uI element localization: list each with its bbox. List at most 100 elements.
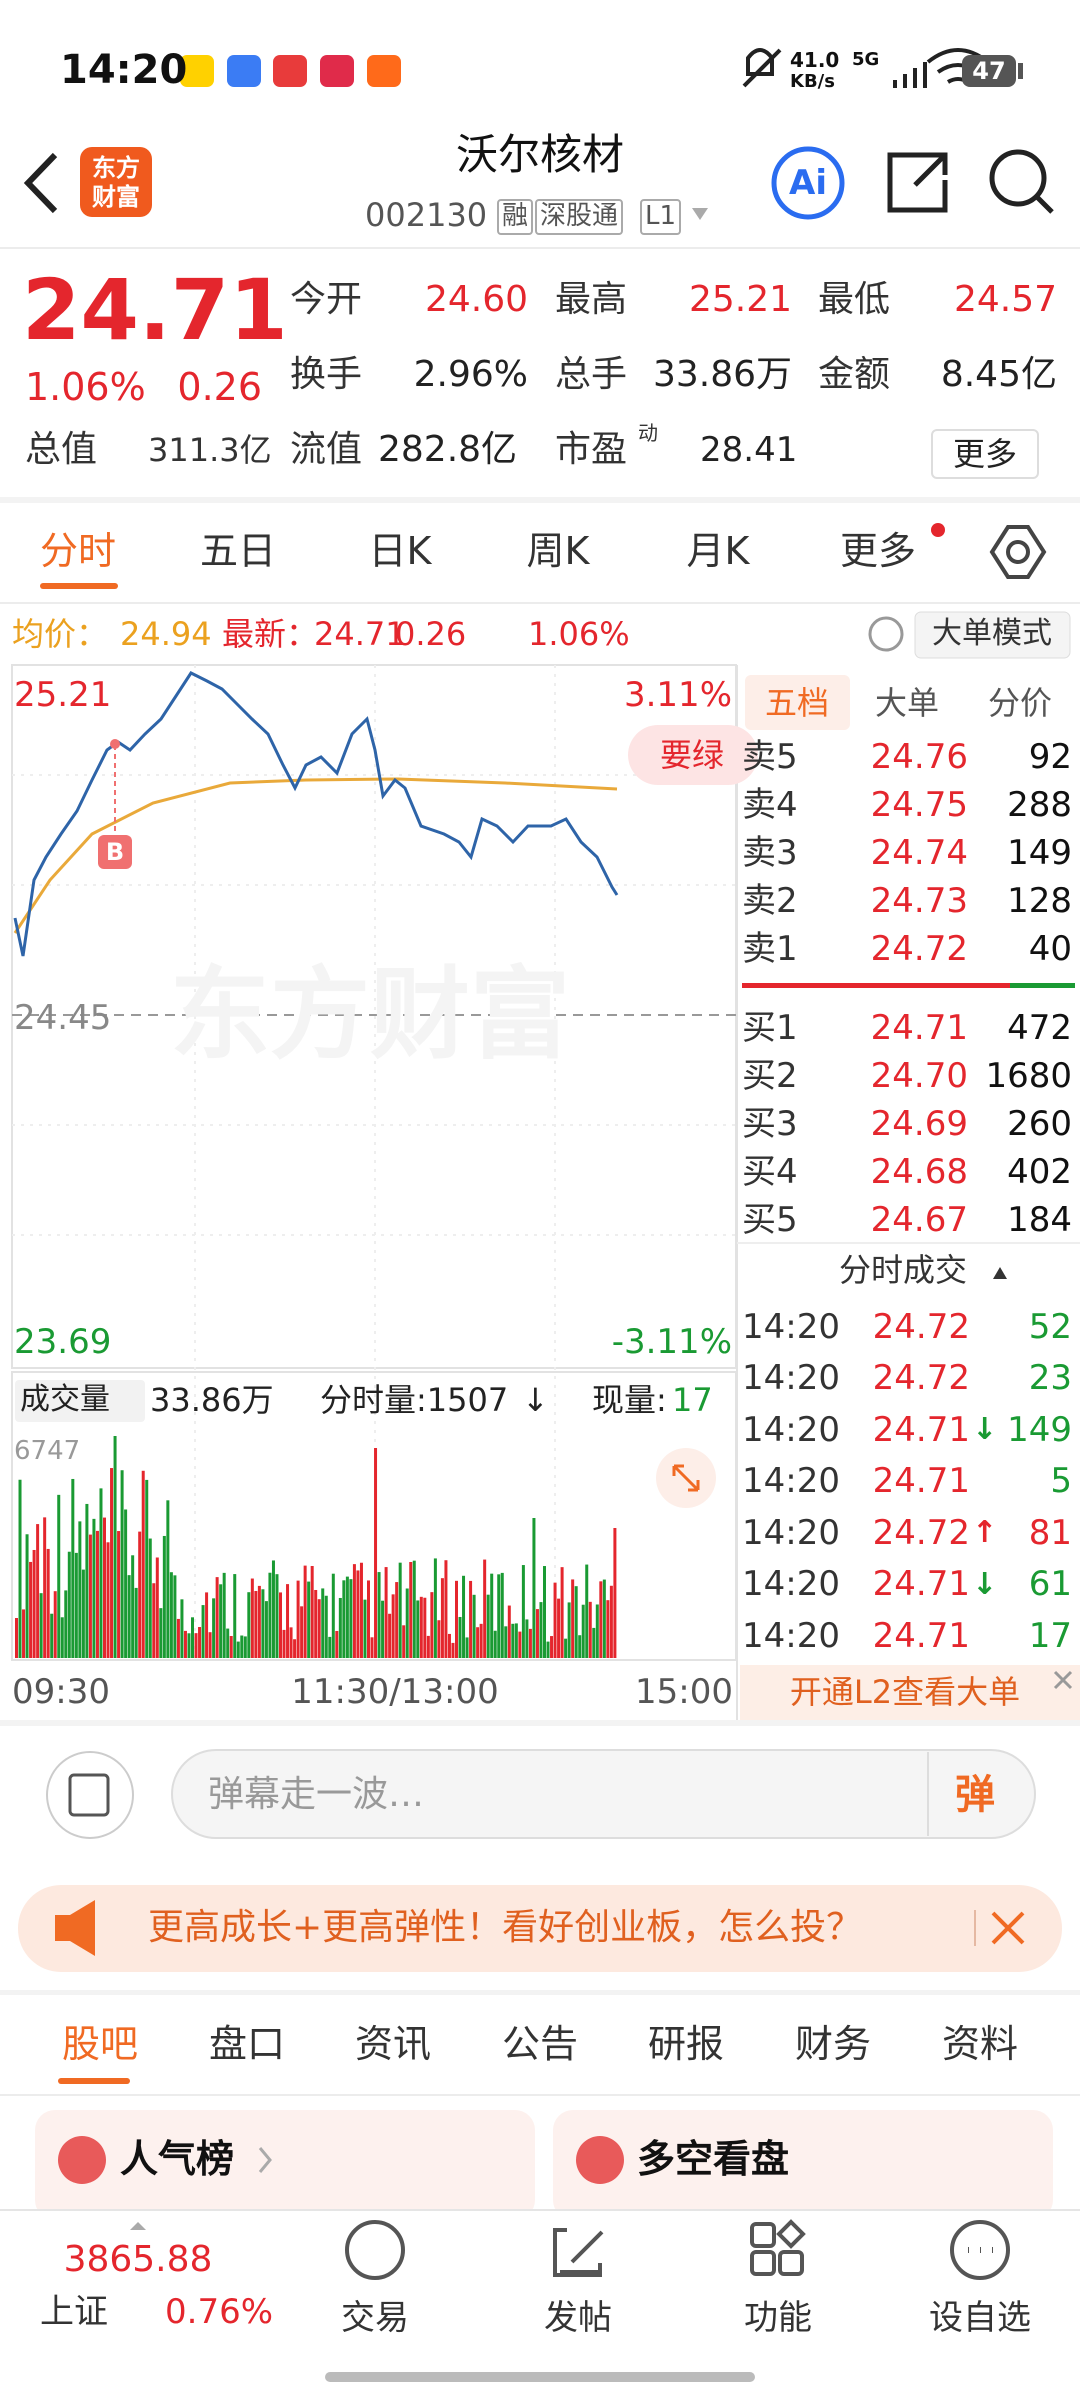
dividers [0, 247, 1080, 2096]
volume-bar [124, 1509, 128, 1658]
search-icon[interactable] [989, 149, 1054, 214]
info-value: 24.71 [314, 614, 406, 653]
danmu-button[interactable]: 弹 [955, 1772, 995, 1818]
nav-icons[interactable] [345, 2219, 1010, 2280]
volume-bar [521, 1565, 525, 1658]
trade-arrow: ↓ [972, 1566, 998, 1602]
section-tab[interactable]: 资料 [941, 2022, 1019, 2067]
volume-label[interactable]: 成交量 [20, 1382, 110, 1417]
watermark: 东方财富 [170, 956, 570, 1073]
back-icon[interactable] [23, 152, 58, 214]
book-tab[interactable]: 大单 [874, 683, 940, 722]
volume-bar [321, 1588, 325, 1658]
book-level: 卖4 [742, 784, 798, 825]
share-icon[interactable] [887, 152, 948, 213]
list-icon[interactable] [46, 1751, 134, 1839]
comment-input[interactable] [171, 1749, 1036, 1839]
badge[interactable]: 要绿 [660, 735, 725, 774]
volume-bar [535, 1609, 539, 1658]
volume-bar [395, 1582, 399, 1658]
book-level: 卖2 [742, 881, 798, 922]
section-tab[interactable]: 资讯 [354, 2022, 432, 2067]
more-button[interactable]: 更多 [930, 428, 1040, 480]
comment-placeholder: 弹幕走一波… [208, 1774, 425, 1816]
volume-bar [377, 1572, 381, 1658]
marker-dot [110, 739, 120, 749]
l2-strip[interactable] [740, 1665, 1080, 1720]
book-tab[interactable]: 五档 [764, 683, 830, 722]
volume-bar [317, 1599, 321, 1658]
tab[interactable]: 周K [526, 529, 590, 574]
book-level: 卖5 [742, 736, 798, 777]
ai-icon[interactable] [771, 146, 845, 220]
marker-label: B [105, 837, 125, 866]
axis-label: 24.45 [14, 997, 112, 1038]
section-tab[interactable]: 公告 [501, 2022, 579, 2067]
volume-bar [110, 1468, 114, 1658]
volume-bar [430, 1592, 434, 1658]
field-label: 最低 [818, 279, 891, 321]
volume-bar [271, 1560, 275, 1658]
volume-bar [92, 1518, 96, 1658]
tab[interactable]: 分时 [39, 529, 117, 574]
book-tab[interactable]: 分价 [987, 683, 1053, 722]
field-value: 24.60 [424, 279, 528, 321]
volume-bar [303, 1565, 307, 1658]
field-label: 金额 [818, 354, 891, 396]
volume-bar [236, 1641, 240, 1658]
banner-text[interactable]: 更高成长+更高弹性！看好创业板，怎么投？ [148, 1907, 863, 1949]
volume-bar [356, 1570, 360, 1658]
nav-item[interactable]: 功能 [744, 2297, 812, 2338]
volume-bar [152, 1583, 156, 1658]
l2-label[interactable]: 开通L2查看大单 [789, 1672, 1021, 1711]
close-banner[interactable] [991, 1911, 1025, 1945]
tag: 深股通 [535, 199, 624, 235]
volume-select[interactable] [15, 1380, 145, 1422]
volume-bars [15, 1436, 617, 1658]
nav-item[interactable]: 发帖 [544, 2297, 612, 2338]
volume-bar [342, 1580, 346, 1658]
nav-item[interactable]: 交易 [341, 2297, 409, 2338]
card-title[interactable]: 人气榜 [120, 2137, 235, 2182]
volume-bar [405, 1588, 409, 1658]
trade-volume: 17 [1028, 1615, 1072, 1656]
card[interactable] [553, 2110, 1053, 2220]
section-tab[interactable]: 盘口 [208, 2022, 286, 2067]
card[interactable] [35, 2110, 535, 2220]
mode-label[interactable]: 大单模式 [932, 616, 1052, 651]
volume-bar [46, 1548, 50, 1658]
ai-label[interactable]: Ai [789, 162, 827, 203]
help-icon[interactable] [868, 616, 904, 652]
banner[interactable] [18, 1885, 1062, 1972]
tab[interactable]: 日K [368, 529, 432, 574]
tab[interactable]: 月K [686, 529, 750, 574]
tab[interactable]: 五日 [199, 529, 277, 574]
book-level: 卖1 [742, 929, 798, 970]
section-tab[interactable]: 研报 [647, 2022, 725, 2067]
section-gap [0, 1720, 1080, 1726]
axis-label: 23.69 [14, 1321, 112, 1362]
tab[interactable]: 更多 [839, 529, 917, 574]
tag: 融 [497, 199, 534, 235]
volume-bar [268, 1572, 272, 1658]
volume-total: 33.86万 [150, 1380, 274, 1419]
section-tab[interactable]: 财务 [794, 2022, 872, 2067]
volume-bar [564, 1638, 568, 1658]
book-level: 买3 [742, 1104, 798, 1144]
book-volume: 40 [1028, 929, 1072, 970]
volume-bar [345, 1576, 349, 1658]
settings-icon[interactable] [989, 525, 1047, 579]
field-value: 2.96% [413, 354, 528, 396]
trade-volume: 23 [1028, 1358, 1072, 1399]
marker-badge [98, 835, 132, 869]
badge-pill[interactable] [628, 725, 758, 785]
mode-button[interactable] [914, 611, 1071, 659]
card-title[interactable]: 多空看盘 [637, 2137, 790, 2182]
volume-bar [18, 1479, 22, 1658]
nav-item[interactable]: 设自选 [929, 2297, 1031, 2338]
section-tab[interactable]: 股吧 [61, 2022, 139, 2067]
volume-bar [50, 1613, 54, 1658]
volume-bar [493, 1630, 497, 1658]
book-price: 24.73 [870, 881, 968, 922]
book-price: 24.71 [870, 1007, 968, 1048]
